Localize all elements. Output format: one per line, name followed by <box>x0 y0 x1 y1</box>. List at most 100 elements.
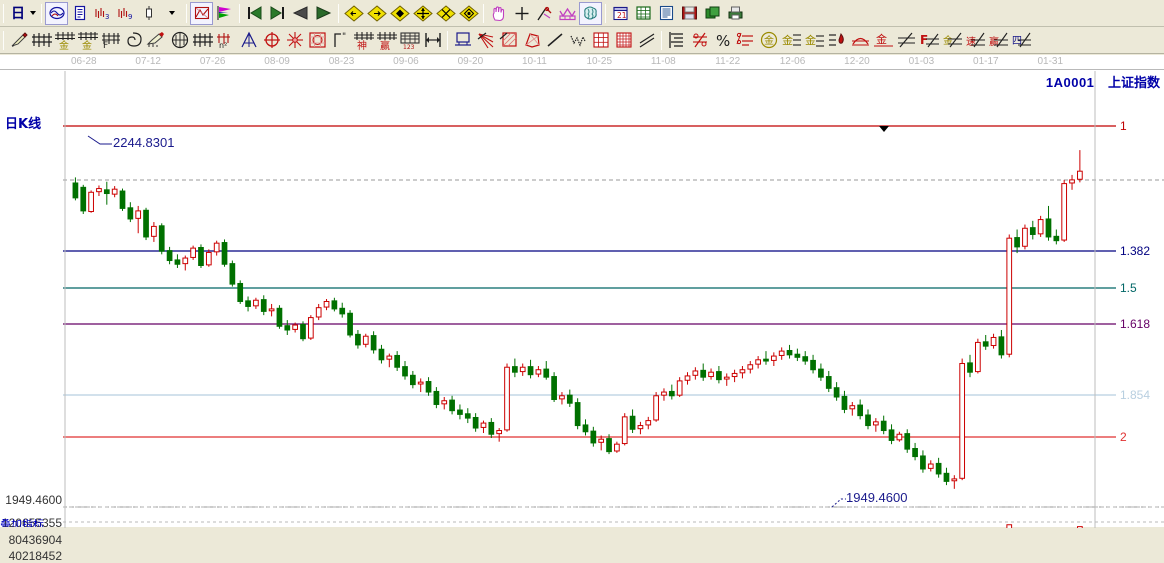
volume-mid-label: 80436904 <box>8 533 62 547</box>
cycle-circle-button[interactable] <box>168 29 191 52</box>
candle-body <box>684 375 691 381</box>
candle-style-dropdown[interactable] <box>160 2 183 25</box>
shen-label-button[interactable]: 神 <box>352 29 375 52</box>
kline-chart-button[interactable] <box>45 1 68 25</box>
slope-lines-button[interactable] <box>895 29 918 52</box>
gold-ratio-1-button[interactable]: 金 <box>757 29 780 52</box>
gold-grid-1-button[interactable]: 金 <box>53 29 76 52</box>
arc-ratio-button[interactable] <box>849 29 872 52</box>
target-circle-button[interactable] <box>260 29 283 52</box>
candle-body <box>990 336 997 347</box>
rect-channel-button[interactable] <box>451 29 474 52</box>
spreadsheet-button[interactable] <box>632 2 655 25</box>
candle-body <box>127 207 134 220</box>
zoom-shrink-button[interactable] <box>342 2 365 25</box>
percent-strike-button[interactable] <box>688 29 711 52</box>
candle-body <box>810 359 816 371</box>
first-page-button[interactable] <box>243 2 266 25</box>
svg-text:金: 金 <box>782 33 793 47</box>
candle-body <box>841 395 848 410</box>
zigzag-button[interactable] <box>566 29 589 52</box>
gann-fan-button[interactable] <box>30 29 53 52</box>
overlay-compare-button[interactable] <box>190 1 213 25</box>
draw-pen-button[interactable] <box>7 29 30 52</box>
scroll-left-button[interactable] <box>289 2 312 25</box>
zoom-out-button[interactable] <box>434 2 457 25</box>
fan-rays-button[interactable] <box>474 29 497 52</box>
save-button[interactable] <box>678 2 701 25</box>
comb-grid-button[interactable] <box>191 29 214 52</box>
last-page-button[interactable] <box>266 2 289 25</box>
candle-body <box>362 335 369 345</box>
grid-dense-button[interactable] <box>612 29 635 52</box>
gold-grid-2-button[interactable]: 金 <box>76 29 99 52</box>
ying-slope-button[interactable]: 赢 <box>987 29 1010 52</box>
brain-analysis-button[interactable] <box>579 1 602 25</box>
series-name: 上证指数 <box>1107 76 1160 91</box>
volume-min-label: 40218452 <box>8 549 62 563</box>
gold-ratio-3-button[interactable]: 金 <box>803 29 826 52</box>
toolbar-separator <box>3 3 4 23</box>
percent-levels-button[interactable] <box>734 29 757 52</box>
indicator-9-button[interactable]: 9 <box>114 2 137 25</box>
candle-body <box>723 376 730 380</box>
ying-label-button[interactable]: 赢 <box>375 29 398 52</box>
width-arrows-button[interactable] <box>421 29 444 52</box>
candle-body <box>221 242 228 265</box>
f-grid-button[interactable]: F <box>99 29 122 52</box>
gold-line-button[interactable]: 金 <box>872 29 895 52</box>
ink-drop-button[interactable] <box>826 29 849 52</box>
calendar-button[interactable]: 21 <box>609 2 632 25</box>
levels-list-button[interactable] <box>665 29 688 52</box>
cursor-marker-triangle[interactable] <box>879 126 889 132</box>
scroll-right-button[interactable] <box>312 2 335 25</box>
polygon-button[interactable] <box>520 29 543 52</box>
ladder-grid-button[interactable]: 123 <box>398 29 421 52</box>
quote-bars-button[interactable]: " <box>329 29 352 52</box>
su-slope-button[interactable]: 速 <box>964 29 987 52</box>
chart-area[interactable]: 06-28 07-12 07-26 08-09 08-23 09-06 09-20 10-11… <box>0 55 1164 563</box>
n-squared-button[interactable]: n² <box>214 29 237 52</box>
news-button[interactable] <box>655 2 678 25</box>
zoom-in-button[interactable] <box>388 2 411 25</box>
print-button[interactable] <box>724 2 747 25</box>
multi-color-chart-button[interactable] <box>213 2 236 25</box>
pan-hand-button[interactable] <box>487 2 510 25</box>
fib-crown-button[interactable] <box>556 2 579 25</box>
percent-button[interactable]: % <box>711 29 734 52</box>
gold-slope-button[interactable]: 金 <box>941 29 964 52</box>
copy-button[interactable] <box>701 2 724 25</box>
date-axis-tick: 10-25 <box>586 56 613 67</box>
candle-body <box>182 257 189 265</box>
candle-body <box>865 414 871 427</box>
period-combo[interactable]: 日 <box>7 3 37 24</box>
candle-body <box>551 376 557 401</box>
candlestick-plot[interactable] <box>0 56 1164 528</box>
candle-body <box>896 433 903 441</box>
grid-square-button[interactable] <box>589 29 612 52</box>
highlight-pen-button[interactable] <box>145 29 168 52</box>
trend-angle-button[interactable] <box>237 29 260 52</box>
spiral-button[interactable] <box>122 29 145 52</box>
measure-button[interactable] <box>533 2 556 25</box>
candle-body <box>409 374 416 386</box>
fib-level-label: 1.854 <box>1120 388 1151 402</box>
report-list-button[interactable] <box>68 2 91 25</box>
parallel-channel-button[interactable] <box>635 29 658 52</box>
trendline-button[interactable] <box>543 29 566 52</box>
candle-body <box>1077 170 1083 180</box>
hatched-box-button[interactable] <box>497 29 520 52</box>
zoom-fit-button[interactable] <box>411 2 434 25</box>
single-candle-button[interactable] <box>137 2 160 25</box>
crosshair-button[interactable] <box>510 2 533 25</box>
candle-body <box>629 415 636 430</box>
date-axis-tick: 09-20 <box>457 56 484 67</box>
star-burst-button[interactable] <box>283 29 306 52</box>
gold-ratio-2-button[interactable]: 金 <box>780 29 803 52</box>
boxed-circle-button[interactable] <box>306 29 329 52</box>
zoom-expand-button[interactable] <box>365 2 388 25</box>
zoom-reset-button[interactable] <box>457 2 480 25</box>
si-slope-button[interactable]: 四 <box>1010 29 1033 52</box>
indicator-3-button[interactable]: 3 <box>91 2 114 25</box>
f-slope-button[interactable]: F <box>918 29 941 52</box>
